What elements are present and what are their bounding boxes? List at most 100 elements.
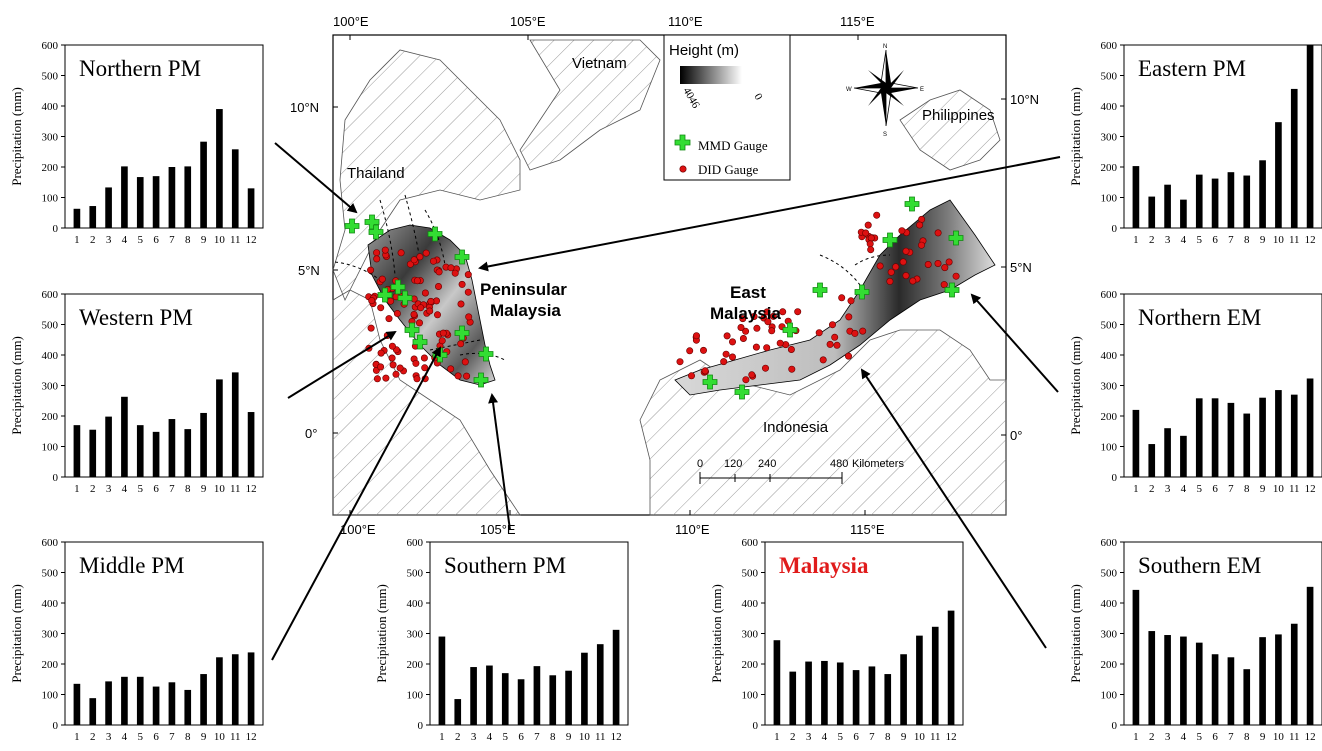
y-tick-label: 300 xyxy=(42,381,59,393)
did-gauge xyxy=(451,269,459,277)
x-tick-label: 6 xyxy=(853,731,859,743)
mmd-gauge xyxy=(412,334,428,350)
east-malaysia-landmass xyxy=(674,199,996,396)
did-gauge xyxy=(916,221,924,229)
bar xyxy=(549,675,557,725)
mmd-gauge xyxy=(812,282,828,298)
did-gauge xyxy=(373,375,381,383)
did-gauge xyxy=(728,338,736,346)
mmd-gauge xyxy=(702,374,718,390)
mmd-gauge-points xyxy=(344,196,964,400)
did-gauge xyxy=(381,246,389,254)
did-gauge xyxy=(753,324,761,332)
bar xyxy=(805,661,812,725)
bar xyxy=(517,679,525,725)
did-gauge xyxy=(439,329,447,337)
y-tick-label: 400 xyxy=(742,598,759,610)
y-tick-label: 500 xyxy=(1101,71,1118,83)
bar xyxy=(1275,390,1282,477)
bar xyxy=(947,610,955,725)
label-east-malaysia: Malaysia xyxy=(710,304,781,323)
label-peninsular: Peninsular xyxy=(480,280,567,299)
y-tick-label: 300 xyxy=(42,132,59,144)
did-gauge xyxy=(886,277,894,285)
bar xyxy=(1306,45,1314,228)
did-gauge xyxy=(902,247,910,255)
bar xyxy=(900,654,907,725)
did-gauge xyxy=(692,332,700,340)
arrow-southern-pm xyxy=(488,393,511,531)
bar xyxy=(73,208,81,228)
did-gauge xyxy=(701,367,709,375)
x-tick-label: 3 xyxy=(106,234,112,246)
did-gauge xyxy=(761,364,769,372)
did-gauge xyxy=(828,321,836,329)
x-tick-label: 12 xyxy=(946,731,957,743)
x-tick-label: 3 xyxy=(1165,483,1171,495)
x-tick-label: 12 xyxy=(246,483,257,495)
did-legend-icon xyxy=(679,165,687,173)
did-gauge xyxy=(720,358,728,366)
did-gauge xyxy=(723,332,731,340)
bar xyxy=(612,629,620,725)
did-gauge xyxy=(845,313,853,321)
did-gauge xyxy=(457,300,465,308)
region-arrows xyxy=(271,142,1061,661)
y-tick-label: 600 xyxy=(1101,289,1118,301)
did-gauge xyxy=(819,356,827,364)
x-tick-label: 7 xyxy=(869,731,875,743)
x-tick-label: 1 xyxy=(74,731,80,743)
bar xyxy=(789,671,797,725)
did-gauge xyxy=(763,308,771,316)
label-thailand: Thailand xyxy=(347,165,405,182)
chart-title: Northern PM xyxy=(79,56,201,81)
bar xyxy=(168,167,176,228)
x-tick-label: 2 xyxy=(1149,234,1155,246)
did-gauge xyxy=(769,312,777,320)
did-gauge xyxy=(676,358,684,366)
bar xyxy=(231,149,239,228)
x-tick-label: 12 xyxy=(1305,234,1316,246)
y-tick-label: 300 xyxy=(407,629,424,641)
x-tick-label: 4 xyxy=(122,731,128,743)
did-gauge xyxy=(764,318,772,326)
did-gauge xyxy=(378,275,386,283)
x-tick-label: 4 xyxy=(1181,234,1187,246)
bar xyxy=(581,652,588,725)
legend-mmd: MMD Gauge xyxy=(698,138,768,153)
x-tick-label: 5 xyxy=(503,731,509,743)
mmd-gauge xyxy=(854,284,870,300)
did-gauge xyxy=(406,260,414,268)
bar xyxy=(184,429,192,477)
x-tick-label: 7 xyxy=(1228,731,1234,743)
chart-frame xyxy=(64,44,264,229)
did-gauge xyxy=(447,264,455,272)
arrow-southern-em xyxy=(860,368,1047,649)
y-tick-label: 400 xyxy=(1101,101,1118,113)
x-tick-label: 2 xyxy=(90,731,96,743)
y-tick-label: 600 xyxy=(1101,40,1118,52)
bar xyxy=(247,652,255,725)
map-legend: Height (m) 4046 0 MMD Gauge DID Gauge xyxy=(663,34,791,181)
label-east: East xyxy=(730,283,766,302)
did-gauge xyxy=(421,289,429,297)
y-tick-label: 600 xyxy=(742,537,759,549)
bar xyxy=(1243,175,1251,228)
bar xyxy=(1180,435,1187,477)
y-tick-label: 300 xyxy=(1101,132,1118,144)
label-indonesia: Indonesia xyxy=(763,419,829,436)
bar xyxy=(1259,637,1266,725)
did-gauge xyxy=(392,370,400,378)
did-gauge xyxy=(373,249,381,257)
lon-tick-bottom: 115°E xyxy=(850,522,885,537)
x-tick-label: 8 xyxy=(185,234,191,246)
x-tick-label: 7 xyxy=(169,483,175,495)
y-tick-label: 600 xyxy=(42,289,59,301)
mmd-gauge xyxy=(944,282,960,298)
bar xyxy=(852,670,860,725)
y-tick-label: 400 xyxy=(42,598,59,610)
